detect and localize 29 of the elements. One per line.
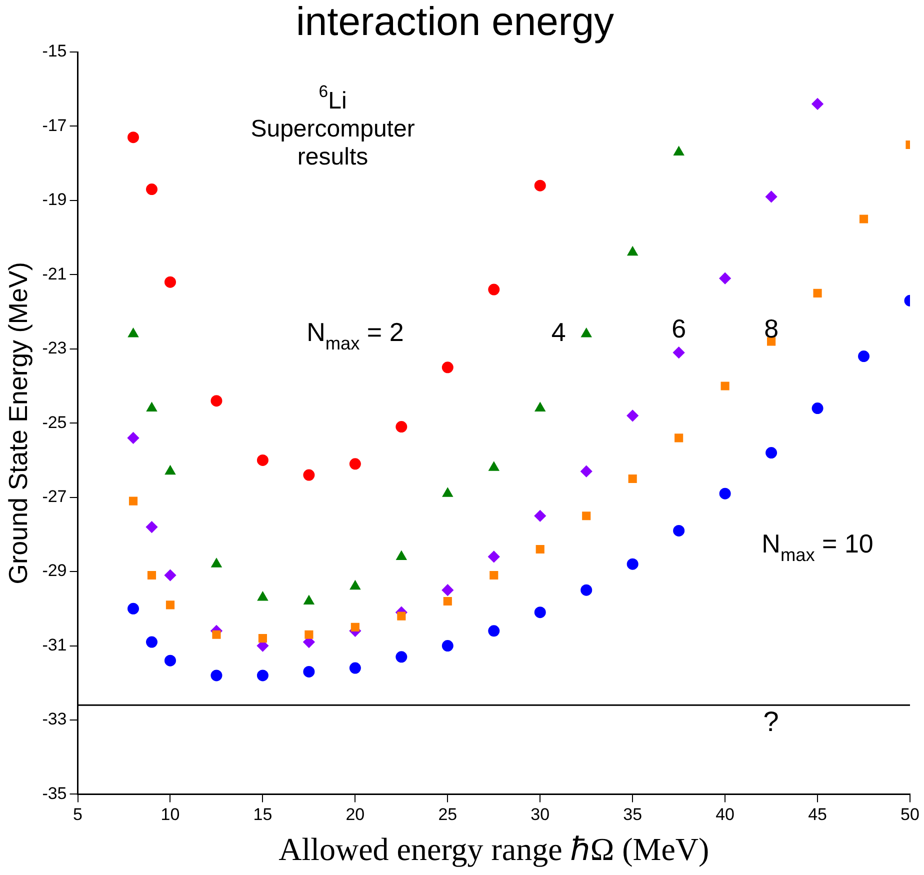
y-tick-label: -29 [42, 561, 67, 580]
x-tick-label: 40 [716, 805, 735, 824]
y-tick-label: -27 [42, 487, 67, 506]
x-tick-label: 5 [73, 805, 83, 824]
x-tick-label: 35 [623, 805, 642, 824]
y-tick-label: -19 [42, 190, 67, 210]
x-tick-label: 30 [530, 805, 550, 824]
y-tick-label: -23 [42, 338, 67, 358]
y-tick-label: -35 [42, 784, 67, 803]
x-tick-label: 45 [808, 805, 827, 824]
x-tick-label: 25 [438, 805, 458, 824]
y-tick-label: -15 [42, 42, 67, 61]
ref-line-label: ? [763, 706, 779, 737]
y-tick-label: -33 [42, 710, 67, 729]
x-tick-label: 50 [900, 805, 920, 824]
y-tick-label: -21 [42, 264, 67, 284]
series-label: 8 [764, 313, 779, 344]
y-tick-label: -25 [42, 412, 67, 432]
x-tick-label: 10 [160, 805, 180, 824]
chart-title: interaction energy [296, 0, 614, 44]
y-axis-title: Ground State Energy (MeV) [2, 262, 33, 584]
x-axis-title: Allowed energy range ℏΩ (MeV) [278, 831, 710, 868]
annotation: Supercomputer results [250, 116, 415, 171]
y-tick-label: -17 [42, 116, 67, 135]
y-tick-label: -31 [42, 635, 67, 654]
x-tick-label: 15 [253, 805, 272, 824]
series-label: 4 [551, 317, 566, 348]
x-tick-label: 20 [346, 805, 365, 824]
series-label: 6 [672, 313, 686, 344]
